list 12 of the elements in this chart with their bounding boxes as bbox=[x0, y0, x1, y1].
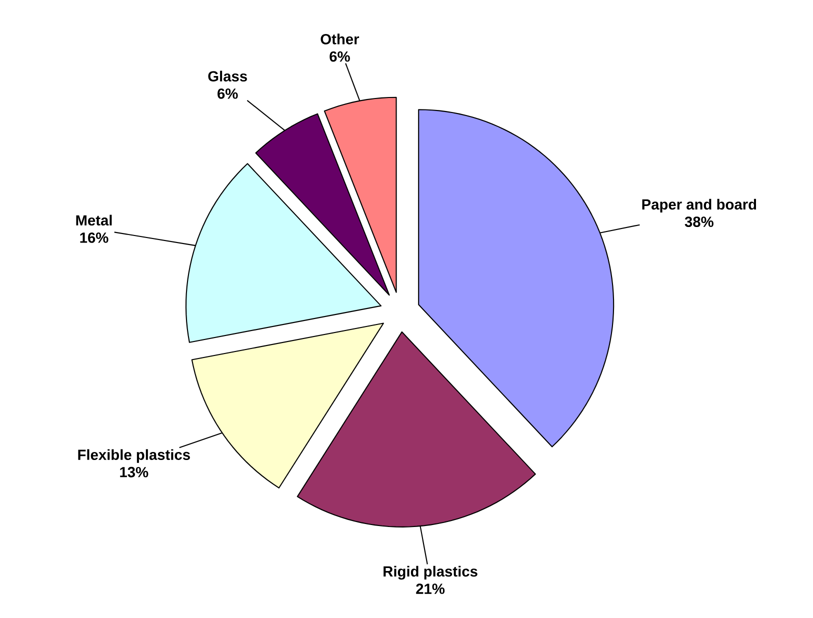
data-label: 6% bbox=[330, 51, 350, 62]
slice-label: Rigid plastics bbox=[384, 566, 478, 580]
data-label: 16% bbox=[80, 232, 108, 243]
data-label: 21% bbox=[416, 584, 445, 594]
slice-label: Glass bbox=[208, 70, 247, 82]
slice-label: Metal bbox=[76, 214, 112, 226]
slice-label: Other bbox=[320, 34, 360, 44]
data-label: 6% bbox=[218, 88, 238, 99]
slice-label: Paper and board bbox=[642, 198, 756, 213]
data-label: 38% bbox=[684, 216, 714, 227]
data-label: 13% bbox=[120, 466, 148, 478]
slice-label: Flexible plastics bbox=[78, 449, 190, 463]
